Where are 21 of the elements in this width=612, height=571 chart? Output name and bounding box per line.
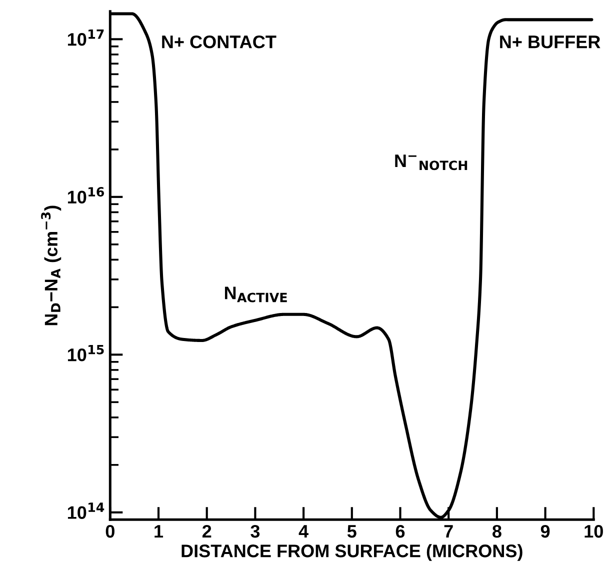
x-tick-label: 4 — [298, 525, 308, 538]
x-tick-label: 0 — [106, 524, 114, 538]
annotation: N+ CONTACT — [162, 35, 276, 48]
y-tick-label: 10$^{17}$ — [68, 29, 104, 46]
x-tick-label: 10 — [584, 524, 603, 538]
x-tick-label: 3 — [250, 524, 260, 538]
x-tick-label: 7 — [444, 525, 453, 538]
x-tick-label: 9 — [540, 524, 550, 538]
x-tick-label: 8 — [492, 524, 502, 538]
x-axis-title: DISTANCE FROM SURFACE (MICRONS) — [182, 544, 522, 561]
y-tick-label: 10$^{15}$ — [68, 344, 104, 362]
y-axis-title: N$_{D}$−N$_{A}$ (cm$^{−3}$) — [41, 206, 62, 326]
x-tick-label: 6 — [396, 524, 405, 538]
x-tick-label: 1 — [154, 525, 164, 538]
y-tick-label: 10$^{14}$ — [68, 502, 104, 519]
annotation: N+ BUFFER — [500, 36, 600, 48]
annotation: N$_{ACTIVE}$ — [224, 286, 287, 302]
x-tick-label: 5 — [347, 525, 356, 538]
x-tick-label: 2 — [202, 524, 212, 538]
annotation: N$^{−}$$_{NOTCH}$ — [395, 154, 468, 170]
y-tick-label: 10$^{16}$ — [68, 187, 104, 204]
